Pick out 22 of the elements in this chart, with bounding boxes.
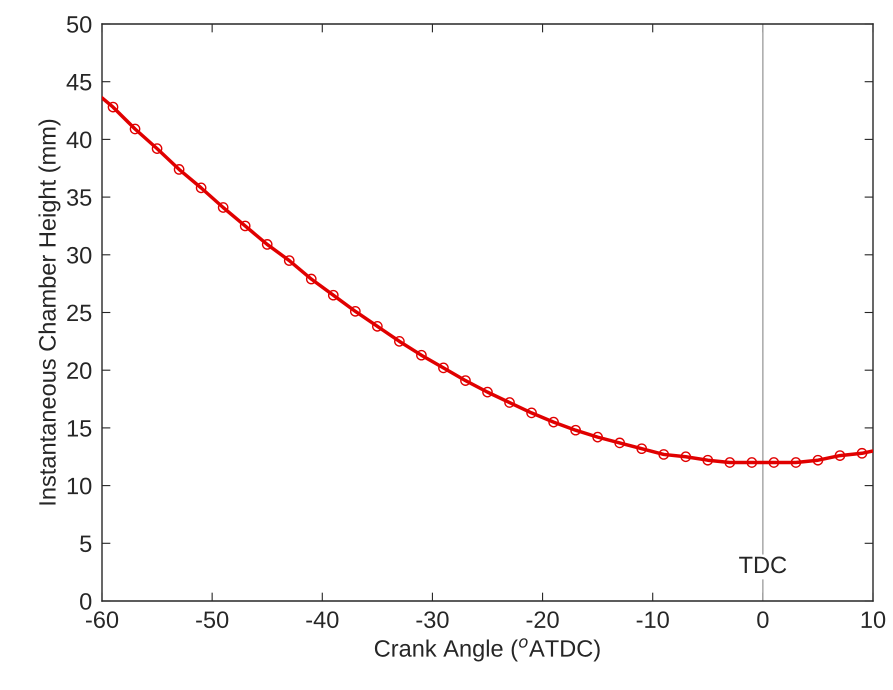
y-tick-label: 40 — [66, 131, 92, 148]
y-tick-label: 15 — [68, 420, 92, 437]
y-axis-title: Instantaneous Chamber Height (mm) — [38, 120, 60, 505]
y-tick-label: 20 — [67, 362, 92, 379]
y-tick-label: 5 — [80, 536, 92, 552]
x-tick-label: 0 — [757, 611, 768, 628]
x-tick-label: -10 — [636, 611, 669, 628]
y-tick-label: 0 — [80, 593, 92, 610]
y-tick-label: 30 — [66, 246, 92, 264]
y-tick-label: 35 — [66, 189, 92, 206]
y-tick-label: 50 — [66, 16, 92, 33]
y-tick-label: 10 — [68, 478, 92, 494]
x-tick-label: -20 — [526, 611, 559, 628]
y-tick-label: 45 — [66, 74, 92, 90]
x-tick-label: -50 — [196, 611, 228, 628]
x-tick-label: -40 — [306, 611, 338, 628]
x-tick-label: -30 — [416, 611, 449, 628]
x-axis-title: Crank Angle ($^{o}$ATDC) — [374, 638, 600, 662]
ref-line-label: TDC — [739, 556, 786, 574]
y-tick-label: 25 — [67, 304, 92, 322]
x-tick-label: -60 — [86, 611, 118, 628]
x-tick-label: 10 — [862, 611, 886, 628]
